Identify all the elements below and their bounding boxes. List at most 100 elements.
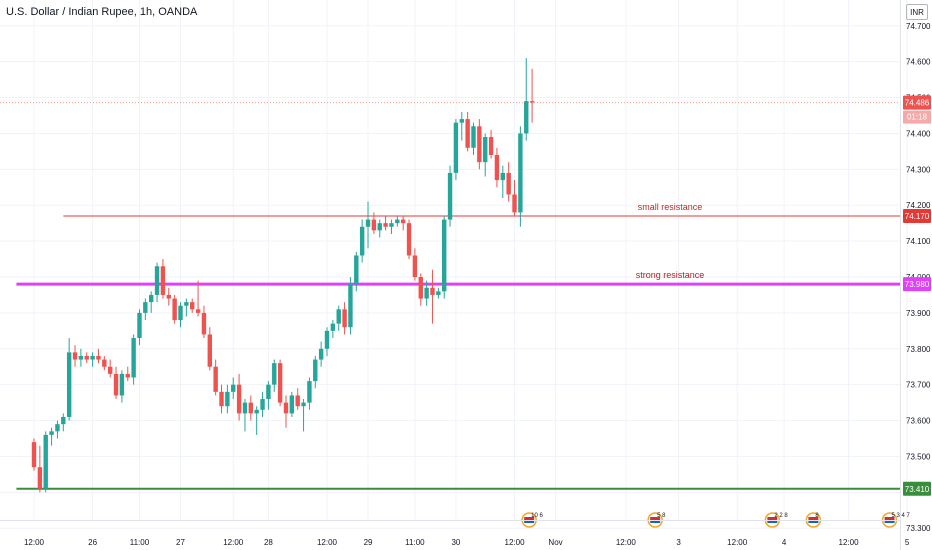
candle-body <box>84 355 89 360</box>
candle-body <box>66 352 72 417</box>
candle-body <box>307 381 312 403</box>
price-tick-label: 74.100 <box>906 237 931 246</box>
candle-body <box>242 402 248 414</box>
candle-body <box>219 391 224 407</box>
time-tick-label: 11:00 <box>130 538 150 547</box>
event-count-label: 2 2 8 <box>774 513 788 519</box>
candle-body <box>406 223 412 256</box>
candle-body <box>225 391 230 407</box>
candle-body <box>512 194 517 213</box>
price-tick-label: 74.300 <box>906 165 931 174</box>
candle-body <box>524 101 529 134</box>
level-annotation: small resistance <box>638 202 703 212</box>
candle-body <box>400 219 406 224</box>
candle-body <box>424 287 429 299</box>
flag-stripe <box>884 517 895 520</box>
event-count-label: 5 3 4 7 <box>892 513 911 519</box>
chart-title: U.S. Dollar / Indian Rupee, 1h, OANDA <box>6 6 198 18</box>
current-price-badge <box>903 95 931 110</box>
event-count-label: 8 <box>815 513 819 519</box>
candle-body <box>301 402 306 407</box>
time-tick-label: 26 <box>88 538 97 547</box>
flag-stripe <box>650 517 661 520</box>
candle-body <box>500 172 505 181</box>
price-tick-label: 73.500 <box>906 452 931 461</box>
candle-body <box>313 359 318 382</box>
time-tick-label: 12:00 <box>223 538 244 547</box>
price-axis[interactable]: 74.70074.60074.50074.40074.30074.20074.1… <box>900 0 932 550</box>
candle-body <box>107 366 113 374</box>
countdown-label: 01:18 <box>907 113 928 122</box>
candle-body <box>436 291 441 295</box>
candle-body <box>342 309 347 328</box>
candle-body <box>149 294 154 303</box>
candle-body <box>119 373 125 396</box>
currency-badge[interactable]: INR <box>906 4 928 20</box>
event-count-label: 10 6 <box>531 513 543 519</box>
time-tick-label: 12:00 <box>317 538 338 547</box>
flag-stripe <box>767 520 778 523</box>
candle-body <box>72 352 78 360</box>
level-annotation: strong resistance <box>636 270 705 280</box>
countdown-badge <box>903 110 931 124</box>
time-tick-label: 12:00 <box>727 538 748 547</box>
time-tick-label: 30 <box>451 538 460 547</box>
price-tick-label: 74.700 <box>906 22 931 31</box>
time-tick-label: 11:00 <box>405 538 425 547</box>
candle-body <box>195 309 201 313</box>
candle-body <box>207 334 212 367</box>
candle-body <box>113 373 119 396</box>
level-price-badge <box>903 208 931 223</box>
horizontal-levels[interactable]: small resistance strong resistance <box>0 102 900 490</box>
candle-body <box>324 330 330 349</box>
candle-body <box>125 373 130 378</box>
candle-body <box>383 223 388 227</box>
price-tick-label: 73.700 <box>906 381 931 390</box>
flag-stripe <box>524 520 535 523</box>
flag-stripe <box>884 520 895 523</box>
candle-body <box>506 172 511 195</box>
candle-body <box>283 402 289 414</box>
candle-body <box>78 355 84 360</box>
candle-body <box>477 126 482 163</box>
candle-body <box>131 338 136 378</box>
candle-body <box>330 323 336 331</box>
candle-body <box>260 399 265 410</box>
candle-body <box>289 395 295 414</box>
candle-body <box>359 226 365 256</box>
candle-body <box>529 101 535 103</box>
time-axis[interactable]: 12:00 26 11:00 27 12:00 28 12:00 29 11:00 30 12:00… <box>0 520 910 548</box>
candle-body <box>395 219 400 224</box>
candle-body <box>442 219 447 292</box>
time-tick-label: Nov <box>548 538 562 547</box>
candle-body <box>31 442 37 468</box>
candles <box>31 58 535 493</box>
candle-body <box>365 219 371 227</box>
candle-body <box>49 431 54 435</box>
candle-body <box>295 395 300 407</box>
candle-body <box>266 384 271 400</box>
time-tick-label: 12:00 <box>616 538 637 547</box>
current-price-label: 74.486 <box>905 99 930 108</box>
candle-body <box>137 312 142 339</box>
candle-body <box>43 434 48 489</box>
price-tick-label: 73.800 <box>906 345 931 354</box>
time-tick-label: 3 <box>676 538 681 547</box>
candle-body <box>213 366 218 392</box>
candle-body <box>377 223 382 231</box>
level-price-badge <box>903 481 931 496</box>
price-tick-label: 74.600 <box>906 58 931 67</box>
candle-body <box>166 294 171 299</box>
candle-body <box>412 255 418 277</box>
flag-stripe <box>767 517 778 520</box>
candle-body <box>447 172 453 220</box>
level-price-label: 74.170 <box>905 212 930 221</box>
candle-body <box>201 312 207 335</box>
candle-body <box>154 266 160 295</box>
candle-body <box>55 424 60 432</box>
price-tick-label: 73.300 <box>906 524 931 533</box>
time-tick-label: 5 <box>905 538 910 547</box>
candle-body <box>348 284 353 328</box>
candle-body <box>430 287 435 295</box>
